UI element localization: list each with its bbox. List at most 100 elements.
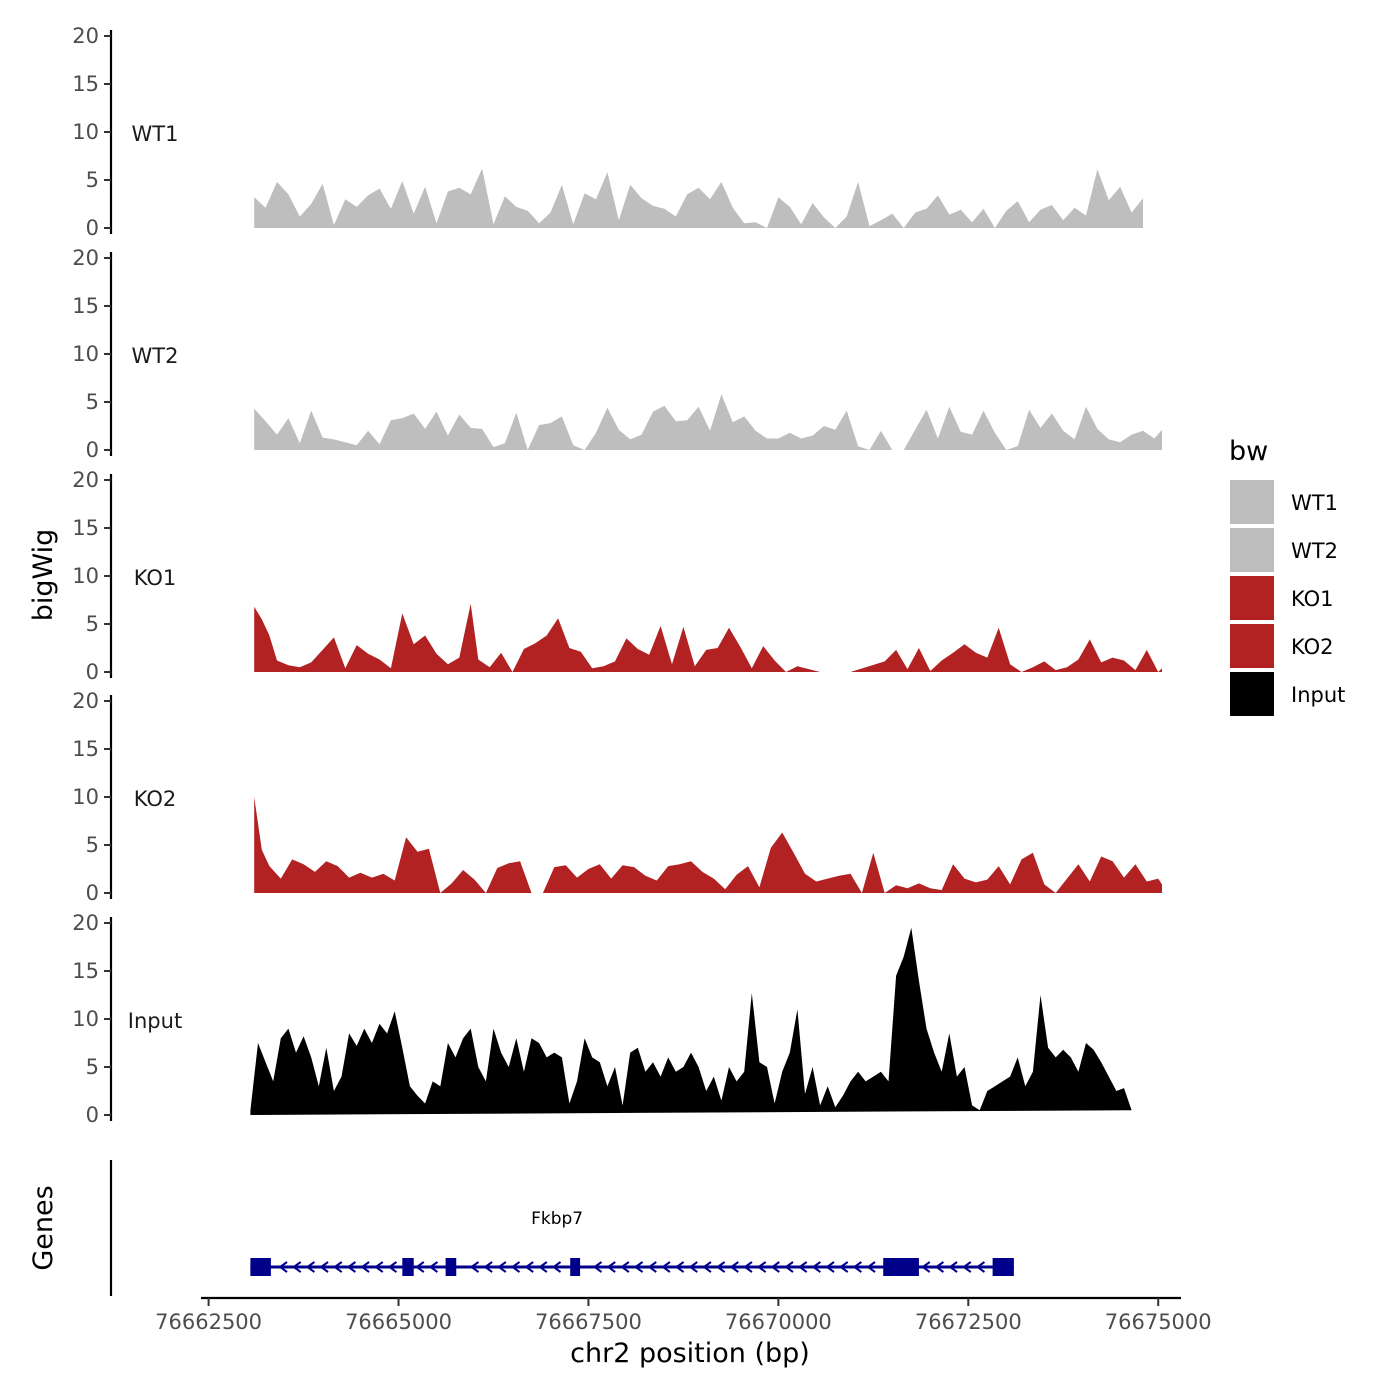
y-tick-label: 15 [72,737,99,761]
strand-arrow [784,1261,794,1273]
track-wt1: 0 5 10 15 20 WT1 [72,24,1143,240]
x-axis: 76662500 76665000 76667500 76670000 76672500… [155,1296,1212,1334]
strand-arrow [729,1261,739,1273]
legend-swatch-wt1 [1230,480,1274,524]
y-tick-label: 10 [72,785,99,809]
strand-arrow [346,1261,356,1273]
strand-arrow [374,1261,384,1273]
gene-model: Fkbp7 [250,1209,1014,1276]
strand-arrow [483,1261,493,1273]
genes-axis-title: Genes [28,1185,59,1270]
strand-arrow [948,1261,958,1273]
x-tick-label: 76662500 [155,1310,262,1334]
y-tick-label: 20 [72,911,99,935]
track-label: KO1 [134,566,177,590]
strand-arrow [674,1261,685,1273]
strand-arrow [538,1261,548,1273]
signal-tracks: 0 5 10 15 20 WT1 0 5 10 15 20 WT2 0 5 10 15 20 KO1 0 5 10 15 2… [72,24,1162,1127]
signal-area-input [250,927,1132,1115]
track-ko1: 0 5 10 15 20 KO1 [72,468,1162,684]
exon [402,1258,414,1276]
y-tick-label: 0 [86,438,99,462]
legend-swatch-wt2 [1230,528,1274,572]
legend-swatch-ko1 [1230,576,1274,620]
strand-arrow [592,1261,603,1273]
strand-arrow [278,1261,288,1273]
x-tick-label: 76665000 [345,1310,452,1334]
y-tick-label: 5 [86,833,99,857]
y-tick-label: 10 [72,120,99,144]
track-input: 0 5 10 15 20 Input [72,911,1132,1127]
x-tick-label: 76675000 [1105,1310,1212,1334]
y-tick-label: 0 [86,660,99,684]
legend-label-wt2: WT2 [1291,539,1338,563]
strand-arrow [647,1261,657,1273]
y-tick-label: 10 [72,1007,99,1031]
y-axis-title: bigWig [28,529,59,622]
strand-arrow [428,1261,439,1273]
signal-area-wt1 [254,168,1143,228]
y-tick-label: 20 [72,24,99,48]
y-tick-label: 15 [72,72,99,96]
exon [570,1258,581,1276]
strand-arrow [702,1261,712,1273]
strand-arrow [497,1261,507,1273]
strand-arrow [606,1261,616,1273]
gene-name-label: Fkbp7 [531,1209,583,1229]
legend-swatch-ko2 [1230,624,1274,668]
strand-arrow [934,1261,944,1273]
strand-arrow [510,1261,521,1273]
track-ko2: 0 5 10 15 20 KO2 [72,689,1162,905]
strand-arrow [333,1261,343,1273]
strand-arrow [756,1261,767,1273]
strand-arrow [811,1261,821,1273]
strand-arrow [838,1261,849,1273]
y-tick-label: 5 [86,390,99,414]
y-tick-label: 20 [72,246,99,270]
y-tick-label: 0 [86,881,99,905]
strand-arrow [620,1261,630,1273]
signal-area-ko2 [254,797,1162,893]
strand-arrow [633,1261,644,1273]
strand-arrow [292,1261,302,1273]
legend: bw WT1 WT2 KO1 KO2 Input [1229,436,1345,716]
strand-arrow [661,1261,671,1273]
exon [992,1258,1014,1276]
y-tick-label: 15 [72,516,99,540]
strand-arrow [962,1261,972,1273]
legend-label-ko2: KO2 [1291,635,1334,659]
strand-arrow [797,1261,808,1273]
strand-arrow [866,1261,876,1273]
x-tick-label: 76672500 [915,1310,1022,1334]
legend-label-input: Input [1291,683,1345,707]
track-label: KO2 [134,787,177,811]
strand-arrow [688,1261,698,1273]
strand-arrow [387,1261,398,1273]
strand-arrow [743,1261,753,1273]
y-tick-label: 20 [72,689,99,713]
signal-area-ko1 [254,603,1162,672]
x-tick-label: 76670000 [725,1310,832,1334]
track-label: WT2 [132,344,179,368]
track-label: WT1 [132,122,179,146]
y-tick-label: 10 [72,342,99,366]
y-tick-label: 10 [72,564,99,588]
strand-arrow [469,1261,480,1273]
x-tick-label: 76667500 [535,1310,642,1334]
strand-arrow [852,1261,862,1273]
y-tick-label: 5 [86,612,99,636]
strand-arrow [975,1261,986,1273]
exon [883,1258,919,1276]
legend-label-ko1: KO1 [1291,587,1334,611]
strand-arrow [715,1261,726,1273]
y-tick-label: 0 [86,1103,99,1127]
track-wt2: 0 5 10 15 20 WT2 [72,246,1162,462]
legend-label-wt1: WT1 [1291,491,1338,515]
strand-arrow [319,1261,329,1273]
y-tick-label: 0 [86,216,99,240]
exon [250,1258,271,1276]
strand-arrow [921,1261,931,1273]
y-tick-label: 5 [86,1055,99,1079]
strand-arrow [825,1261,835,1273]
